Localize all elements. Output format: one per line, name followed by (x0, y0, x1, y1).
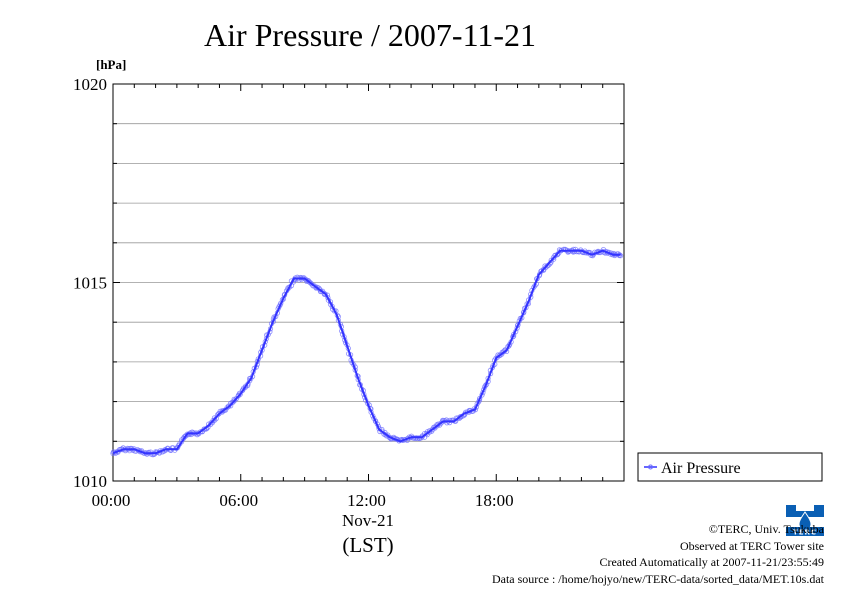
series-point (230, 399, 236, 405)
legend-box (637, 452, 823, 482)
series-point (232, 397, 238, 403)
legend-marker (648, 464, 653, 470)
series-point (226, 403, 232, 409)
x-tick-label: 00:00 (92, 491, 131, 510)
x-tick-labels: 00:00 06:00 12:00 18:00 (92, 491, 514, 510)
x-axis-timezone-label: (LST) (342, 533, 393, 557)
x-tick-label: 18:00 (475, 491, 514, 510)
x-tick-label: 12:00 (347, 491, 386, 510)
credit-observed: Observed at TERC Tower site (679, 538, 824, 553)
x-axis-date-label: Nov-21 (342, 511, 394, 530)
y-tick-label: 1020 (73, 75, 107, 94)
y-axis-unit: [hPa] (96, 57, 126, 72)
y-tick-labels: 1010 1015 1020 (73, 75, 107, 491)
chart-title: Air Pressure / 2007-11-21 (204, 17, 536, 53)
series-point (376, 425, 382, 432)
y-tick-label: 1015 (73, 274, 107, 293)
axis-ticks (112, 83, 625, 482)
legend: Air Pressure (637, 452, 823, 482)
credit-copyright: ©TERC, Univ. Tsukuba (708, 522, 824, 536)
terc-logo: TERC (784, 503, 826, 537)
grid-lines (113, 123, 624, 442)
y-tick-label: 1010 (73, 472, 107, 491)
series-point (413, 435, 419, 441)
series-line-air-pressure (112, 249, 621, 455)
logo-text: TERC (793, 529, 817, 537)
series-point (307, 280, 313, 286)
credit-created: Created Automatically at 2007-11-21/23:5… (599, 555, 824, 569)
credits-block: ©TERC, Univ. Tsukuba Observed at TERC To… (492, 521, 824, 587)
x-tick-label: 06:00 (219, 491, 258, 510)
series-air-pressure (110, 246, 624, 458)
series-point (183, 433, 189, 439)
credit-source: Data source : /home/hojyo/new/TERC-data/… (491, 571, 824, 586)
legend-label: Air Pressure (661, 460, 741, 477)
